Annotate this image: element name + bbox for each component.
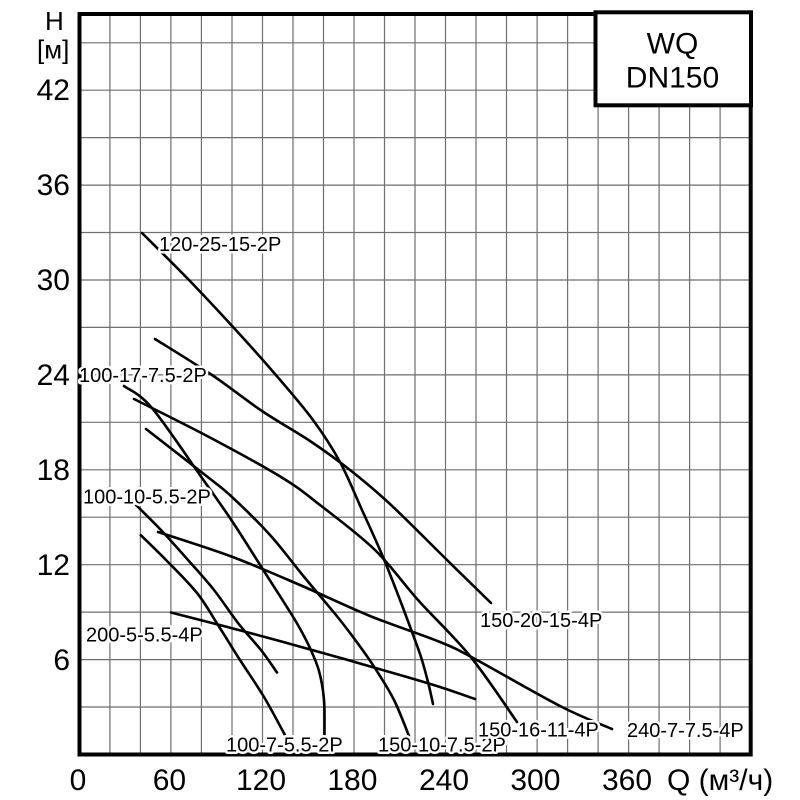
svg-text:180: 180	[327, 764, 377, 797]
svg-text:300: 300	[510, 764, 560, 797]
svg-text:120-25-15-2P: 120-25-15-2P	[159, 234, 281, 256]
svg-text:[м]: [м]	[37, 35, 69, 65]
svg-text:240-7-7.5-4P: 240-7-7.5-4P	[627, 720, 744, 742]
svg-text:36: 36	[37, 169, 70, 202]
svg-text:100-10-5.5-2P: 100-10-5.5-2P	[83, 487, 211, 509]
svg-text:12: 12	[37, 549, 70, 582]
svg-text:DN150: DN150	[626, 62, 719, 95]
svg-text:360: 360	[602, 764, 652, 797]
svg-text:240: 240	[419, 764, 469, 797]
svg-text:WQ: WQ	[647, 28, 699, 61]
svg-text:60: 60	[153, 764, 186, 797]
svg-text:30: 30	[37, 264, 70, 297]
svg-text:200-5-5.5-4P: 200-5-5.5-4P	[86, 625, 203, 647]
svg-text:6: 6	[53, 644, 70, 677]
svg-text:150-10-7.5-2P: 150-10-7.5-2P	[378, 735, 506, 757]
svg-text:120: 120	[236, 764, 286, 797]
svg-text:100-17-7.5-2P: 100-17-7.5-2P	[79, 365, 207, 387]
svg-text:0: 0	[70, 764, 87, 797]
svg-text:150-16-11-4P: 150-16-11-4P	[478, 720, 599, 742]
svg-text:100-7-5.5-2P: 100-7-5.5-2P	[226, 735, 343, 757]
svg-text:42: 42	[37, 74, 70, 107]
svg-text:24: 24	[37, 359, 70, 392]
svg-text:Q (м³/ч): Q (м³/ч)	[667, 764, 773, 797]
svg-text:H: H	[45, 6, 64, 36]
svg-text:150-20-15-4P: 150-20-15-4P	[480, 610, 602, 632]
svg-text:18: 18	[37, 454, 70, 487]
